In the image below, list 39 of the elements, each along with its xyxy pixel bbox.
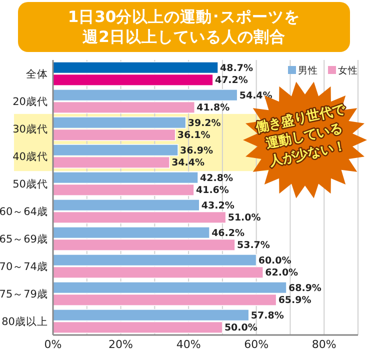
y-tick-label: 65～69歳 [0, 232, 48, 246]
y-tick-label: 20歳代 [12, 94, 48, 108]
data-label: 34.4% [172, 158, 206, 169]
data-label: 68.9% [288, 282, 322, 294]
data-label: 46.2% [212, 228, 246, 239]
legend-label: 女性 [338, 64, 358, 76]
annotation: 働き盛り世代で 運動している 人が少ない！ [253, 100, 348, 170]
data-label: 41.8% [196, 102, 230, 114]
x-tick-label: 20% [108, 338, 134, 350]
y-tick-label: 80歳以上 [2, 314, 48, 328]
x-tick-label: 80% [312, 338, 336, 350]
x-tick-label: 0% [44, 338, 62, 350]
data-label: 41.6% [196, 185, 230, 196]
x-tick-label: 40% [176, 338, 201, 350]
data-label: 36.9% [180, 145, 214, 156]
data-label: 48.7% [220, 62, 254, 74]
data-label: 62.0% [265, 268, 299, 279]
y-tick-label: 40歳代 [12, 150, 48, 163]
data-label: 43.2% [201, 200, 235, 212]
chart-title: 1日30分以上の運動･スポーツを週2日以上している人の割合 [68, 8, 300, 46]
data-label: 36.1% [177, 130, 211, 142]
y-tick-label: 70～74歳 [0, 260, 48, 273]
data-label: 42.8% [200, 172, 234, 184]
y-tick-label: 30歳代 [12, 122, 48, 136]
data-label: 54.4% [239, 90, 273, 102]
data-label: 39.2% [188, 118, 222, 129]
legend-label: 男性 [298, 64, 318, 76]
data-label: 51.0% [228, 212, 262, 224]
y-tick-label: 50歳代 [12, 177, 48, 190]
data-label: 53.7% [236, 240, 270, 252]
y-tick-label: 60～64歳 [0, 204, 48, 218]
y-tick-label: 全体 [26, 68, 48, 80]
data-label: 57.8% [250, 310, 284, 322]
x-tick-label: 60% [244, 338, 269, 350]
data-label: 65.9% [278, 295, 312, 306]
y-tick-label: 75～79歳 [0, 287, 48, 300]
data-label: 47.2% [214, 75, 248, 86]
data-label: 50.0% [224, 322, 258, 334]
data-label: 60.0% [258, 255, 292, 266]
